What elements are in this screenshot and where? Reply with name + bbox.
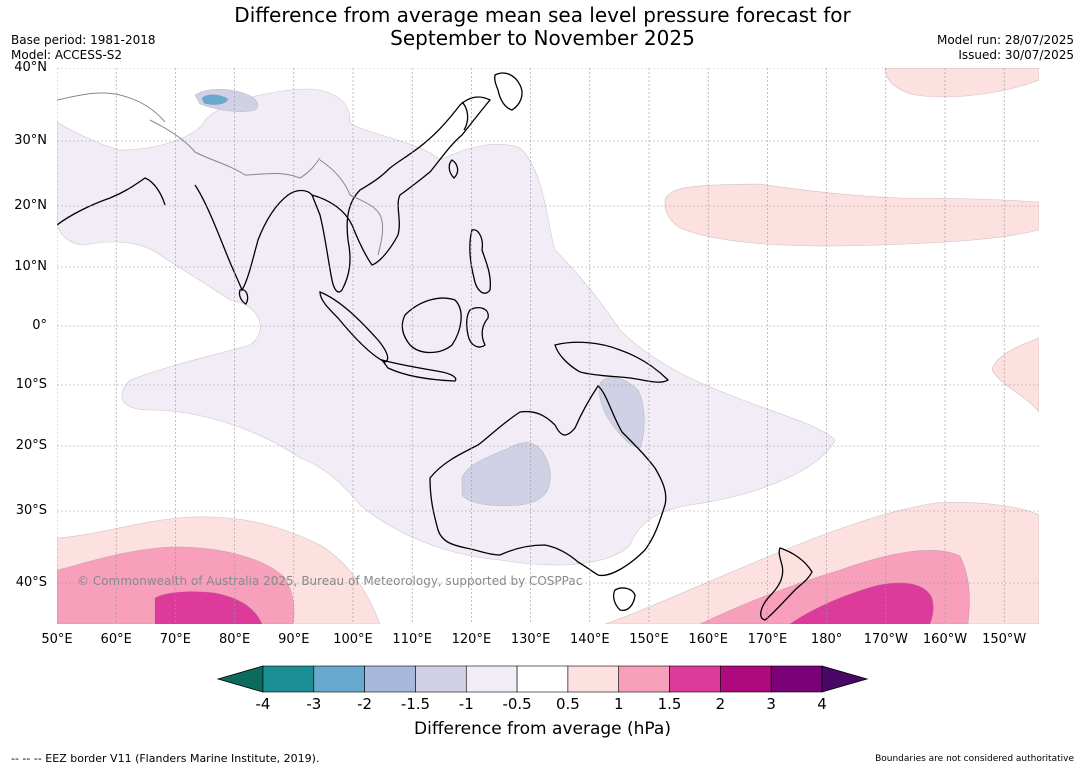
malay-indochina-coast (310, 96, 492, 293)
korea-taiwan-coast (448, 101, 469, 179)
colorbar-box (720, 665, 772, 693)
lat-label: 20°S (15, 438, 47, 453)
lat-label: 30°N (14, 133, 47, 148)
lon-label: 150°W (982, 632, 1027, 647)
lat-label: 40°N (14, 60, 47, 75)
title-line-1: Difference from average mean sea level p… (234, 3, 851, 27)
java-coast (380, 358, 457, 382)
eez-note: -- -- -- EEZ border V11 (Flanders Marine… (11, 752, 320, 765)
map-title: Difference from average mean sea level p… (0, 4, 1085, 50)
new-guinea-coast (554, 341, 670, 383)
japan-coast (494, 72, 523, 111)
colorbar-box (465, 665, 518, 693)
colorbar-tick-label: -4 (255, 695, 271, 713)
lat-label: 30°S (15, 503, 47, 518)
map-frame (57, 68, 1039, 624)
colorbar-under-arrow (216, 665, 264, 693)
colorbar-tick-label: 3 (766, 695, 776, 713)
lon-label: 160°W (922, 632, 968, 647)
colorbar-box (669, 665, 721, 693)
east-pacific-positive (991, 337, 1039, 413)
model-info: Base period: 1981-2018 Model: ACCESS-S2 (11, 33, 156, 63)
model-run: Model run: 28/07/2025 (936, 33, 1074, 47)
colorbar-box (415, 665, 467, 693)
colorbar-tick-label: -0.5 (502, 695, 532, 713)
lon-label: 100°E (333, 632, 373, 647)
coastlines (57, 72, 813, 621)
southern-ocean-positive-core (154, 591, 263, 624)
sumatra-coast (319, 291, 389, 363)
sulawesi-coast (466, 307, 489, 348)
lon-label: 160°E (688, 632, 728, 647)
country-borders (57, 92, 384, 256)
colorbar-tick-label: 1.5 (657, 695, 682, 713)
lat-label: 10°S (15, 377, 47, 392)
lon-label: 50°E (41, 632, 73, 647)
lat-label: 10°N (14, 259, 47, 274)
colorbar-tick-label: 1 (613, 695, 624, 713)
colorbar-tick-label: 0.5 (555, 695, 580, 713)
tasmania-coast (613, 587, 636, 611)
colorbar (216, 665, 869, 693)
lon-label: 150°E (629, 632, 669, 647)
borders-central-asia (57, 92, 166, 123)
colorbar-tick-label: -3 (306, 695, 322, 713)
colorbar-boxes (262, 665, 823, 693)
lon-label: 140°E (570, 632, 610, 647)
lat-label: 40°S (15, 575, 47, 590)
lon-gridlines (57, 68, 1005, 624)
lon-label: 170°E (747, 632, 788, 647)
borders-south-asia (149, 119, 321, 179)
lon-label: 120°E (451, 632, 492, 647)
colorbar-tick-label: 4 (817, 695, 827, 713)
boundaries-note: Boundaries are not considered authoritat… (875, 754, 1074, 764)
colorbar-box (364, 665, 416, 693)
lat-label: 20°N (14, 198, 47, 213)
copyright-note: © Commonwealth of Australia 2025, Bureau… (77, 574, 583, 588)
philippines-coast (469, 229, 492, 294)
title-line-2: September to November 2025 (390, 26, 695, 50)
lon-label: 130°E (510, 632, 551, 647)
lon-label: 90°E (278, 632, 310, 647)
colorbar-tick-label: -2 (357, 695, 373, 713)
colorbar-tick-label: -1.5 (400, 695, 431, 713)
lon-label: 180° (810, 632, 843, 647)
model-name: Model: ACCESS-S2 (11, 48, 123, 62)
colorbar-box (567, 665, 620, 693)
colorbar-tick-label: 2 (715, 695, 726, 713)
colorbar-over-arrow (821, 665, 869, 693)
colorbar-tick-label: -1 (458, 695, 474, 713)
borneo-coast (401, 297, 462, 354)
gridlines (57, 68, 1039, 624)
colorbar-box (770, 665, 823, 693)
new-zealand-coast (760, 547, 813, 621)
run-info: Model run: 28/07/2025 Issued: 30/07/2025 (937, 33, 1074, 63)
lon-label: 110°E (392, 632, 432, 647)
arabia-coast (57, 177, 166, 226)
lat-label: 0° (32, 318, 47, 333)
lon-label: 60°E (100, 632, 132, 647)
central-australia-negative (461, 442, 551, 506)
colorbar-box (262, 665, 315, 693)
sri-lanka-coast (238, 289, 249, 305)
colorbar-label: Difference from average (hPa) (414, 719, 671, 739)
issued-date: Issued: 30/07/2025 (958, 48, 1074, 62)
base-period: Base period: 1981-2018 (11, 33, 156, 47)
colorbar-box (618, 665, 670, 693)
himalaya-negative-core (201, 94, 229, 105)
australia-coast (429, 385, 667, 577)
india-coast (194, 184, 313, 292)
lon-label: 80°E (218, 632, 251, 647)
lon-label: 170°W (863, 632, 908, 647)
anomaly-shading (57, 68, 1039, 624)
subtropical-positive (884, 68, 1039, 98)
colorbar-box (313, 665, 365, 693)
queensland-negative (598, 376, 645, 449)
borders-southeast-asia (319, 159, 384, 256)
colorbar-box (516, 665, 569, 693)
lon-label: 70°E (159, 632, 192, 647)
